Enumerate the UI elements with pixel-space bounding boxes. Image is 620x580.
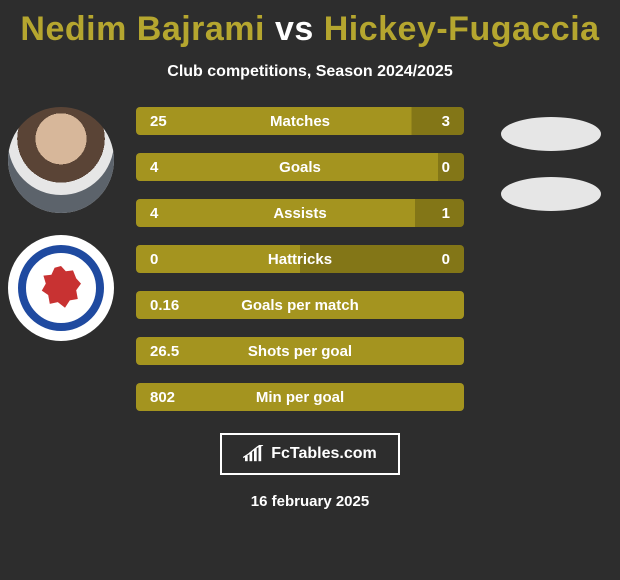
- player1-avatar: [8, 107, 114, 213]
- stat-row-assists: 4Assists1: [136, 199, 464, 227]
- rangers-crest-icon: [18, 245, 104, 331]
- stat-row-matches: 25Matches3: [136, 107, 464, 135]
- stat-left-value: 4: [150, 205, 158, 222]
- subtitle: Club competitions, Season 2024/2025: [0, 63, 620, 81]
- stat-left-value: 0: [150, 251, 158, 268]
- player2-placeholder-pill: [501, 117, 601, 151]
- club-crest-avatar: [8, 235, 114, 341]
- logo-text: FcTables.com: [271, 445, 377, 463]
- stat-label: Goals per match: [136, 297, 464, 314]
- stat-label: Matches: [136, 113, 464, 130]
- stat-row-min-per-goal: 802Min per goal: [136, 383, 464, 411]
- player2-name: Hickey-Fugaccia: [324, 10, 600, 48]
- stat-right-value: 0: [442, 159, 450, 176]
- stat-left-value: 802: [150, 389, 175, 406]
- stat-label: Assists: [136, 205, 464, 222]
- stat-right-value: 1: [442, 205, 450, 222]
- stat-left-value: 25: [150, 113, 167, 130]
- stat-row-goals-per-match: 0.16Goals per match: [136, 291, 464, 319]
- stat-right-value: 0: [442, 251, 450, 268]
- player1-name: Nedim Bajrami: [20, 10, 265, 48]
- bar-chart-icon: [243, 445, 265, 463]
- stat-label: Shots per goal: [136, 343, 464, 360]
- vs-separator: vs: [265, 10, 324, 48]
- stat-label: Hattricks: [136, 251, 464, 268]
- fctables-logo[interactable]: FcTables.com: [220, 433, 400, 475]
- stat-left-value: 4: [150, 159, 158, 176]
- comparison-content: 25Matches34Goals04Assists10Hattricks00.1…: [0, 107, 620, 411]
- stat-right-value: 3: [442, 113, 450, 130]
- stat-left-value: 0.16: [150, 297, 179, 314]
- stat-row-hattricks: 0Hattricks0: [136, 245, 464, 273]
- club2-placeholder-pill: [501, 177, 601, 211]
- stat-label: Min per goal: [136, 389, 464, 406]
- stat-label: Goals: [136, 159, 464, 176]
- stat-row-goals: 4Goals0: [136, 153, 464, 181]
- right-avatar-column: [496, 117, 606, 211]
- stat-row-shots-per-goal: 26.5Shots per goal: [136, 337, 464, 365]
- stat-left-value: 26.5: [150, 343, 179, 360]
- left-avatar-column: [8, 107, 114, 341]
- date-label: 16 february 2025: [0, 493, 620, 510]
- page-title: Nedim Bajrami vs Hickey-Fugaccia: [0, 0, 620, 49]
